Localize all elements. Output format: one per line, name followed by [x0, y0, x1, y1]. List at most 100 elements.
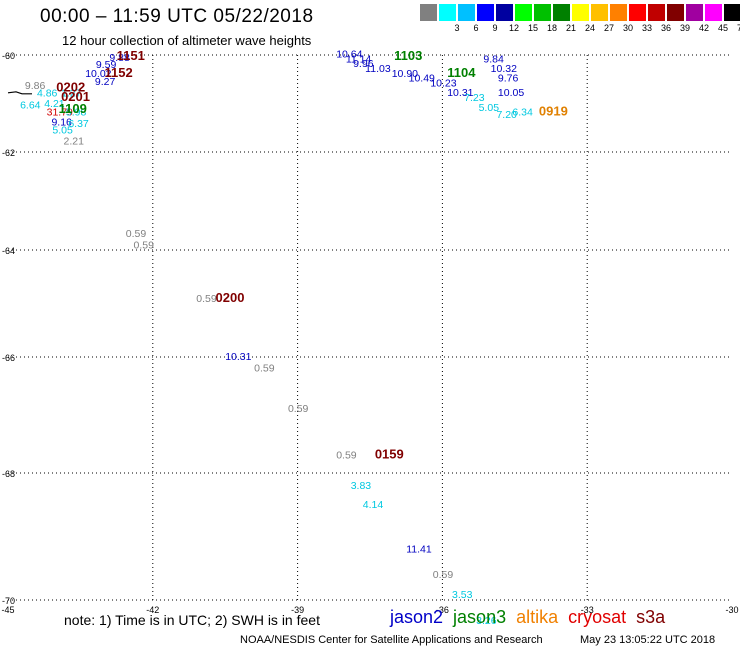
lon-tick-label: -39	[291, 605, 304, 615]
wave-height-label: 11.14	[346, 53, 372, 65]
wave-height-label: 0.59	[196, 293, 217, 305]
colorbar-swatch	[515, 4, 533, 21]
mission-cryosat: cryosat	[568, 607, 627, 627]
lat-tick-label: -70	[2, 596, 15, 606]
colorbar-label: 33	[641, 23, 652, 33]
colorbar-label: 45	[717, 23, 728, 33]
colorbar-swatch	[648, 4, 666, 21]
wave-height-label: 3.53	[452, 589, 473, 601]
lon-tick-label: -30	[725, 605, 738, 615]
wave-height-label: 5.05	[479, 102, 500, 114]
wave-height-label: 9.86	[25, 80, 46, 92]
pass-time-label: 0202	[56, 79, 85, 94]
wave-height-label: 9.88	[109, 52, 130, 64]
colorbar-label: 3	[454, 23, 460, 33]
wave-height-label: 10.64	[336, 48, 362, 60]
pass-time-label: 0200	[216, 290, 245, 305]
colorbar-label: 15	[527, 23, 538, 33]
colorbar-swatch	[686, 4, 704, 21]
wave-height-label: 11.03	[365, 63, 391, 75]
pass-time-label: 0201	[61, 89, 90, 104]
lon-tick-label: -33	[581, 605, 594, 615]
mission-s3a: s3a	[636, 607, 666, 627]
pass-time-label: 1103	[394, 48, 422, 63]
colorbar-label: 42	[698, 23, 709, 33]
wave-height-label: 6.37	[68, 118, 89, 130]
wave-height-label: 10.02	[85, 68, 111, 80]
colorbar-label: 6	[473, 23, 479, 33]
wave-height-label: 7.20	[496, 109, 517, 121]
wave-height-label: 6.34	[512, 107, 533, 119]
colorbar-swatch	[610, 4, 628, 21]
units-note: note: 1) Time is in UTC; 2) SWH is in fe…	[64, 612, 320, 628]
lat-tick-label: -68	[2, 469, 15, 479]
colorbar-swatch	[591, 4, 609, 21]
colorbar-label: 12	[508, 23, 519, 33]
mission-jason3: jason3	[453, 607, 507, 627]
lat-tick-label: -66	[2, 353, 15, 363]
map-subtitle: 12 hour collection of altimeter wave hei…	[62, 33, 312, 48]
mission-legend: jason2 jason3 altika cryosat s3a	[390, 607, 675, 628]
wave-height-label: 9.59	[96, 59, 117, 71]
wave-height-label: 9.27	[95, 76, 116, 88]
colorbar-swatch	[439, 4, 457, 21]
colorbar-swatch	[629, 4, 647, 21]
wave-height-label: 4.86	[37, 88, 58, 100]
wave-height-label: 0.59	[126, 228, 147, 240]
colorbar-label: 39	[679, 23, 690, 33]
mission-altika: altika	[516, 607, 559, 627]
pass-time-label: 1104	[447, 65, 476, 80]
pass-time-label: 0919	[539, 104, 568, 119]
wave-height-label: 0.59	[433, 569, 454, 581]
wave-height-label: 5.98	[66, 107, 87, 119]
coastline-fragment	[7, 91, 32, 95]
wave-height-label: 0.59	[336, 450, 357, 462]
wave-height-label: 2.21	[64, 136, 85, 148]
timestamp-text: May 23 13:05:22 UTC 2018	[580, 634, 716, 646]
colorbar-label: 21	[565, 23, 576, 33]
lon-tick-label: -45	[1, 605, 14, 615]
lat-tick-label: -60	[2, 51, 15, 61]
wave-height-label: 10.23	[430, 78, 456, 90]
wave-height-label: 10.90	[392, 68, 418, 80]
wave-height-label: 10.49	[409, 73, 435, 85]
pass-time-label: 1151	[117, 48, 145, 63]
map-title: 00:00 – 11:59 UTC 05/22/2018	[40, 6, 314, 27]
wave-height-label: 6.64	[20, 99, 41, 111]
wave-height-label: 3.26	[476, 615, 497, 627]
wave-height-label: 9.84	[483, 53, 504, 65]
wave-height-label: 3.83	[351, 480, 372, 492]
wave-height-label: 9.96	[353, 58, 374, 70]
mission-jason2: jason2	[390, 607, 444, 627]
wave-height-label: 31.79	[47, 107, 73, 119]
colorbar-label: 70	[736, 23, 740, 33]
colorbar-swatch	[553, 4, 571, 21]
colorbar-swatch	[477, 4, 495, 21]
colorbar-label: 9	[492, 23, 498, 33]
lat-tick-label: -64	[2, 246, 15, 256]
wave-height-label: 0.59	[133, 240, 154, 252]
pass-time-label: 1152	[105, 65, 133, 80]
colorbar-label: 18	[546, 23, 557, 33]
wave-height-label: 0.59	[254, 363, 275, 375]
wave-height-label: 9.16	[51, 116, 72, 128]
colorbar-swatch	[724, 4, 740, 21]
pass-time-label: 0159	[375, 447, 404, 462]
wave-height-label: 5.05	[52, 125, 73, 137]
colorbar-label: 36	[660, 23, 671, 33]
lat-tick-label: -62	[2, 148, 15, 158]
wave-height-label: 4.14	[363, 499, 384, 511]
credit-text: NOAA/NESDIS Center for Satellite Applica…	[240, 634, 543, 646]
wave-height-label: 10.32	[491, 63, 517, 75]
lon-tick-label: -42	[146, 605, 159, 615]
wave-height-label: 11.41	[406, 543, 432, 555]
colorbar-swatch	[420, 4, 438, 21]
colorbar-label: 27	[603, 23, 614, 33]
wave-height-label: 1.27	[61, 88, 82, 100]
colorbar-swatch	[534, 4, 552, 21]
colorbar-swatch	[572, 4, 590, 21]
wave-height-label: 7.23	[464, 92, 485, 104]
colorbar-swatch	[458, 4, 476, 21]
colorbar-swatch	[705, 4, 723, 21]
